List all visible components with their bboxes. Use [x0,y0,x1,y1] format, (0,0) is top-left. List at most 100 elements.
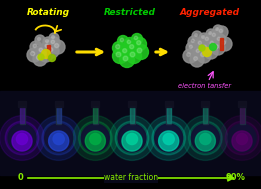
Circle shape [195,38,207,50]
Circle shape [137,48,142,53]
Circle shape [53,133,64,145]
Circle shape [210,41,213,44]
Bar [0,91,261,175]
Circle shape [116,45,120,49]
Circle shape [146,116,191,160]
Circle shape [208,49,212,53]
Circle shape [199,45,205,51]
Circle shape [191,39,194,43]
Text: Restricted: Restricted [104,8,156,17]
Circle shape [45,44,49,48]
Circle shape [49,54,56,61]
Circle shape [188,121,222,155]
Circle shape [188,36,200,48]
Text: 0: 0 [18,174,24,183]
Circle shape [212,33,216,36]
Circle shape [120,53,134,67]
Circle shape [8,124,36,152]
Circle shape [118,124,146,152]
Circle shape [126,133,138,145]
Circle shape [163,133,174,145]
Circle shape [73,116,118,160]
Bar [20,106,25,124]
Circle shape [134,36,138,40]
Circle shape [55,43,59,48]
Circle shape [159,131,179,151]
Circle shape [191,124,219,152]
Circle shape [210,43,217,50]
Circle shape [152,121,186,155]
Circle shape [202,34,214,46]
Circle shape [228,124,256,152]
Circle shape [38,54,44,60]
Bar [18,101,26,107]
Circle shape [36,116,81,160]
Circle shape [216,28,218,30]
Circle shape [116,52,121,57]
Circle shape [112,49,128,64]
Bar [55,101,63,107]
Bar [167,107,171,123]
Circle shape [33,52,47,66]
Circle shape [122,131,142,151]
Circle shape [201,53,205,57]
Circle shape [187,53,191,57]
Bar [130,107,134,123]
Circle shape [112,42,126,54]
Circle shape [39,48,43,52]
Circle shape [45,124,73,152]
Circle shape [27,48,41,62]
Circle shape [213,25,223,35]
Bar [91,101,99,107]
Circle shape [16,133,28,145]
Bar [203,107,207,123]
Circle shape [203,45,206,49]
Circle shape [43,37,53,47]
Bar [47,45,50,58]
Circle shape [0,116,44,160]
Bar [203,106,208,124]
Circle shape [49,33,59,43]
Circle shape [200,133,211,145]
Circle shape [38,37,40,40]
Circle shape [189,45,192,49]
Circle shape [42,41,54,53]
Circle shape [12,131,32,151]
Circle shape [133,37,146,50]
Circle shape [51,40,55,44]
Circle shape [123,49,127,53]
Circle shape [215,45,218,49]
Circle shape [199,33,209,43]
Circle shape [195,34,197,36]
Circle shape [49,47,53,52]
Circle shape [137,41,141,45]
Circle shape [190,53,204,67]
Text: water fraction: water fraction [104,174,158,183]
Circle shape [183,49,197,63]
Circle shape [225,121,259,155]
Circle shape [48,37,60,49]
Circle shape [196,49,199,53]
Circle shape [117,36,128,46]
Circle shape [207,38,219,50]
Circle shape [39,48,53,62]
Circle shape [195,131,215,151]
Bar [129,106,134,124]
Circle shape [120,46,133,59]
Circle shape [127,49,141,64]
Circle shape [217,37,221,40]
Circle shape [192,31,202,41]
Circle shape [218,37,232,51]
Circle shape [31,51,35,56]
Circle shape [201,36,204,38]
Circle shape [216,26,228,38]
Circle shape [183,116,228,160]
Text: Aggregated: Aggregated [180,8,240,17]
Circle shape [123,56,128,61]
Bar [166,106,171,124]
Circle shape [42,121,75,155]
Circle shape [45,40,49,43]
Circle shape [130,52,135,57]
Circle shape [41,50,50,59]
Circle shape [198,41,201,44]
